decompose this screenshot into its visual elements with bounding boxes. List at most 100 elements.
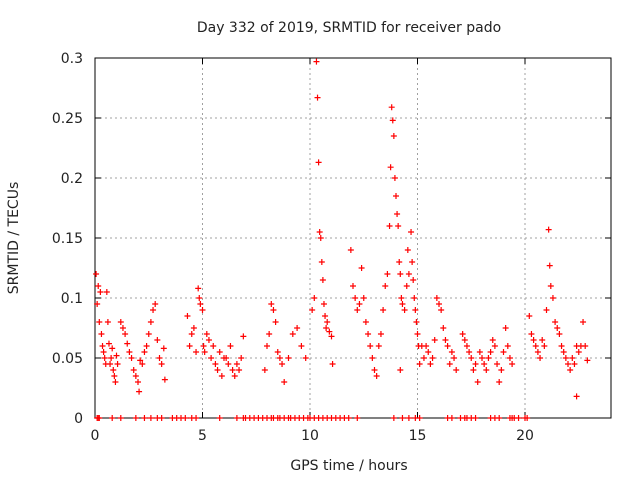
data-point bbox=[539, 337, 546, 343]
data-point bbox=[208, 355, 215, 361]
zero-point bbox=[141, 415, 148, 421]
data-point bbox=[110, 367, 117, 373]
zero-point bbox=[132, 415, 139, 421]
data-point bbox=[489, 337, 496, 343]
data-point bbox=[285, 355, 292, 361]
data-point bbox=[281, 379, 288, 385]
data-point bbox=[105, 340, 112, 347]
data-point bbox=[470, 367, 477, 373]
data-point bbox=[130, 367, 137, 373]
data-point bbox=[565, 361, 571, 367]
data-point bbox=[466, 349, 473, 355]
data-point bbox=[528, 331, 535, 337]
data-point bbox=[420, 355, 427, 361]
data-point bbox=[436, 301, 442, 307]
data-point bbox=[326, 328, 333, 335]
data-point bbox=[453, 367, 460, 373]
data-point bbox=[94, 301, 101, 307]
data-point bbox=[272, 319, 279, 325]
data-point bbox=[329, 361, 336, 367]
data-point bbox=[409, 259, 416, 265]
zero-point bbox=[448, 415, 455, 421]
zero-point bbox=[390, 415, 397, 421]
data-point bbox=[461, 337, 468, 343]
data-point bbox=[414, 331, 421, 337]
axis-ticks bbox=[94, 57, 611, 419]
y-tick-label: 0 bbox=[74, 411, 83, 427]
data-point bbox=[200, 343, 207, 349]
data-point bbox=[323, 325, 330, 331]
data-point bbox=[498, 367, 505, 373]
data-point bbox=[190, 325, 197, 331]
data-point bbox=[156, 355, 163, 361]
data-point bbox=[135, 379, 141, 385]
data-point bbox=[324, 319, 331, 325]
data-point bbox=[268, 301, 275, 307]
data-point bbox=[126, 349, 133, 355]
data-point bbox=[530, 337, 537, 343]
data-point bbox=[352, 295, 359, 301]
data-point bbox=[543, 307, 550, 313]
data-point bbox=[279, 361, 286, 367]
data-point bbox=[429, 355, 436, 361]
data-point bbox=[389, 117, 396, 124]
chart-title: Day 332 of 2019, SRMTID for receiver pad… bbox=[197, 20, 501, 36]
data-point bbox=[347, 247, 354, 253]
data-point bbox=[479, 355, 485, 361]
x-tick-label: 20 bbox=[516, 428, 534, 444]
data-point bbox=[212, 361, 219, 367]
data-point bbox=[410, 277, 417, 283]
data-point bbox=[289, 331, 296, 337]
data-point bbox=[358, 265, 365, 271]
data-point bbox=[214, 367, 221, 373]
data-point bbox=[584, 357, 591, 364]
data-point bbox=[199, 307, 206, 313]
data-point bbox=[322, 313, 329, 319]
data-point bbox=[328, 333, 335, 340]
zero-point bbox=[193, 415, 200, 421]
data-point bbox=[210, 343, 217, 349]
data-point bbox=[294, 325, 301, 331]
data-point bbox=[362, 319, 369, 325]
data-point bbox=[350, 283, 356, 289]
data-point bbox=[393, 193, 399, 199]
zero-point bbox=[515, 415, 522, 421]
data-points bbox=[93, 58, 591, 400]
data-point bbox=[111, 373, 118, 379]
data-point bbox=[160, 345, 167, 352]
data-point bbox=[532, 343, 539, 349]
data-point bbox=[474, 379, 481, 385]
data-point bbox=[491, 343, 498, 349]
data-point bbox=[468, 355, 475, 361]
y-tick-label: 0.15 bbox=[52, 231, 83, 247]
data-point bbox=[100, 349, 107, 355]
data-point bbox=[302, 355, 309, 361]
data-point bbox=[319, 277, 326, 283]
data-point bbox=[274, 349, 281, 355]
data-point bbox=[354, 307, 361, 313]
data-point bbox=[316, 229, 323, 235]
grid-lines bbox=[95, 58, 611, 418]
data-point bbox=[384, 271, 391, 277]
data-point bbox=[425, 349, 432, 355]
data-point bbox=[109, 345, 116, 352]
zero-point bbox=[354, 415, 361, 421]
data-point bbox=[386, 223, 393, 229]
zero-point bbox=[416, 415, 423, 421]
data-point bbox=[96, 319, 103, 325]
data-point bbox=[375, 343, 382, 349]
data-point bbox=[128, 355, 135, 361]
data-point bbox=[360, 295, 367, 301]
data-point bbox=[201, 349, 208, 355]
data-point bbox=[502, 325, 509, 331]
data-point bbox=[483, 367, 490, 373]
data-point bbox=[405, 271, 412, 277]
data-point bbox=[556, 331, 563, 337]
data-point bbox=[137, 357, 144, 364]
data-point bbox=[411, 295, 418, 301]
data-point bbox=[575, 349, 582, 355]
data-point bbox=[216, 349, 223, 355]
data-point bbox=[98, 331, 105, 337]
data-point bbox=[394, 211, 401, 217]
data-point bbox=[318, 259, 325, 265]
